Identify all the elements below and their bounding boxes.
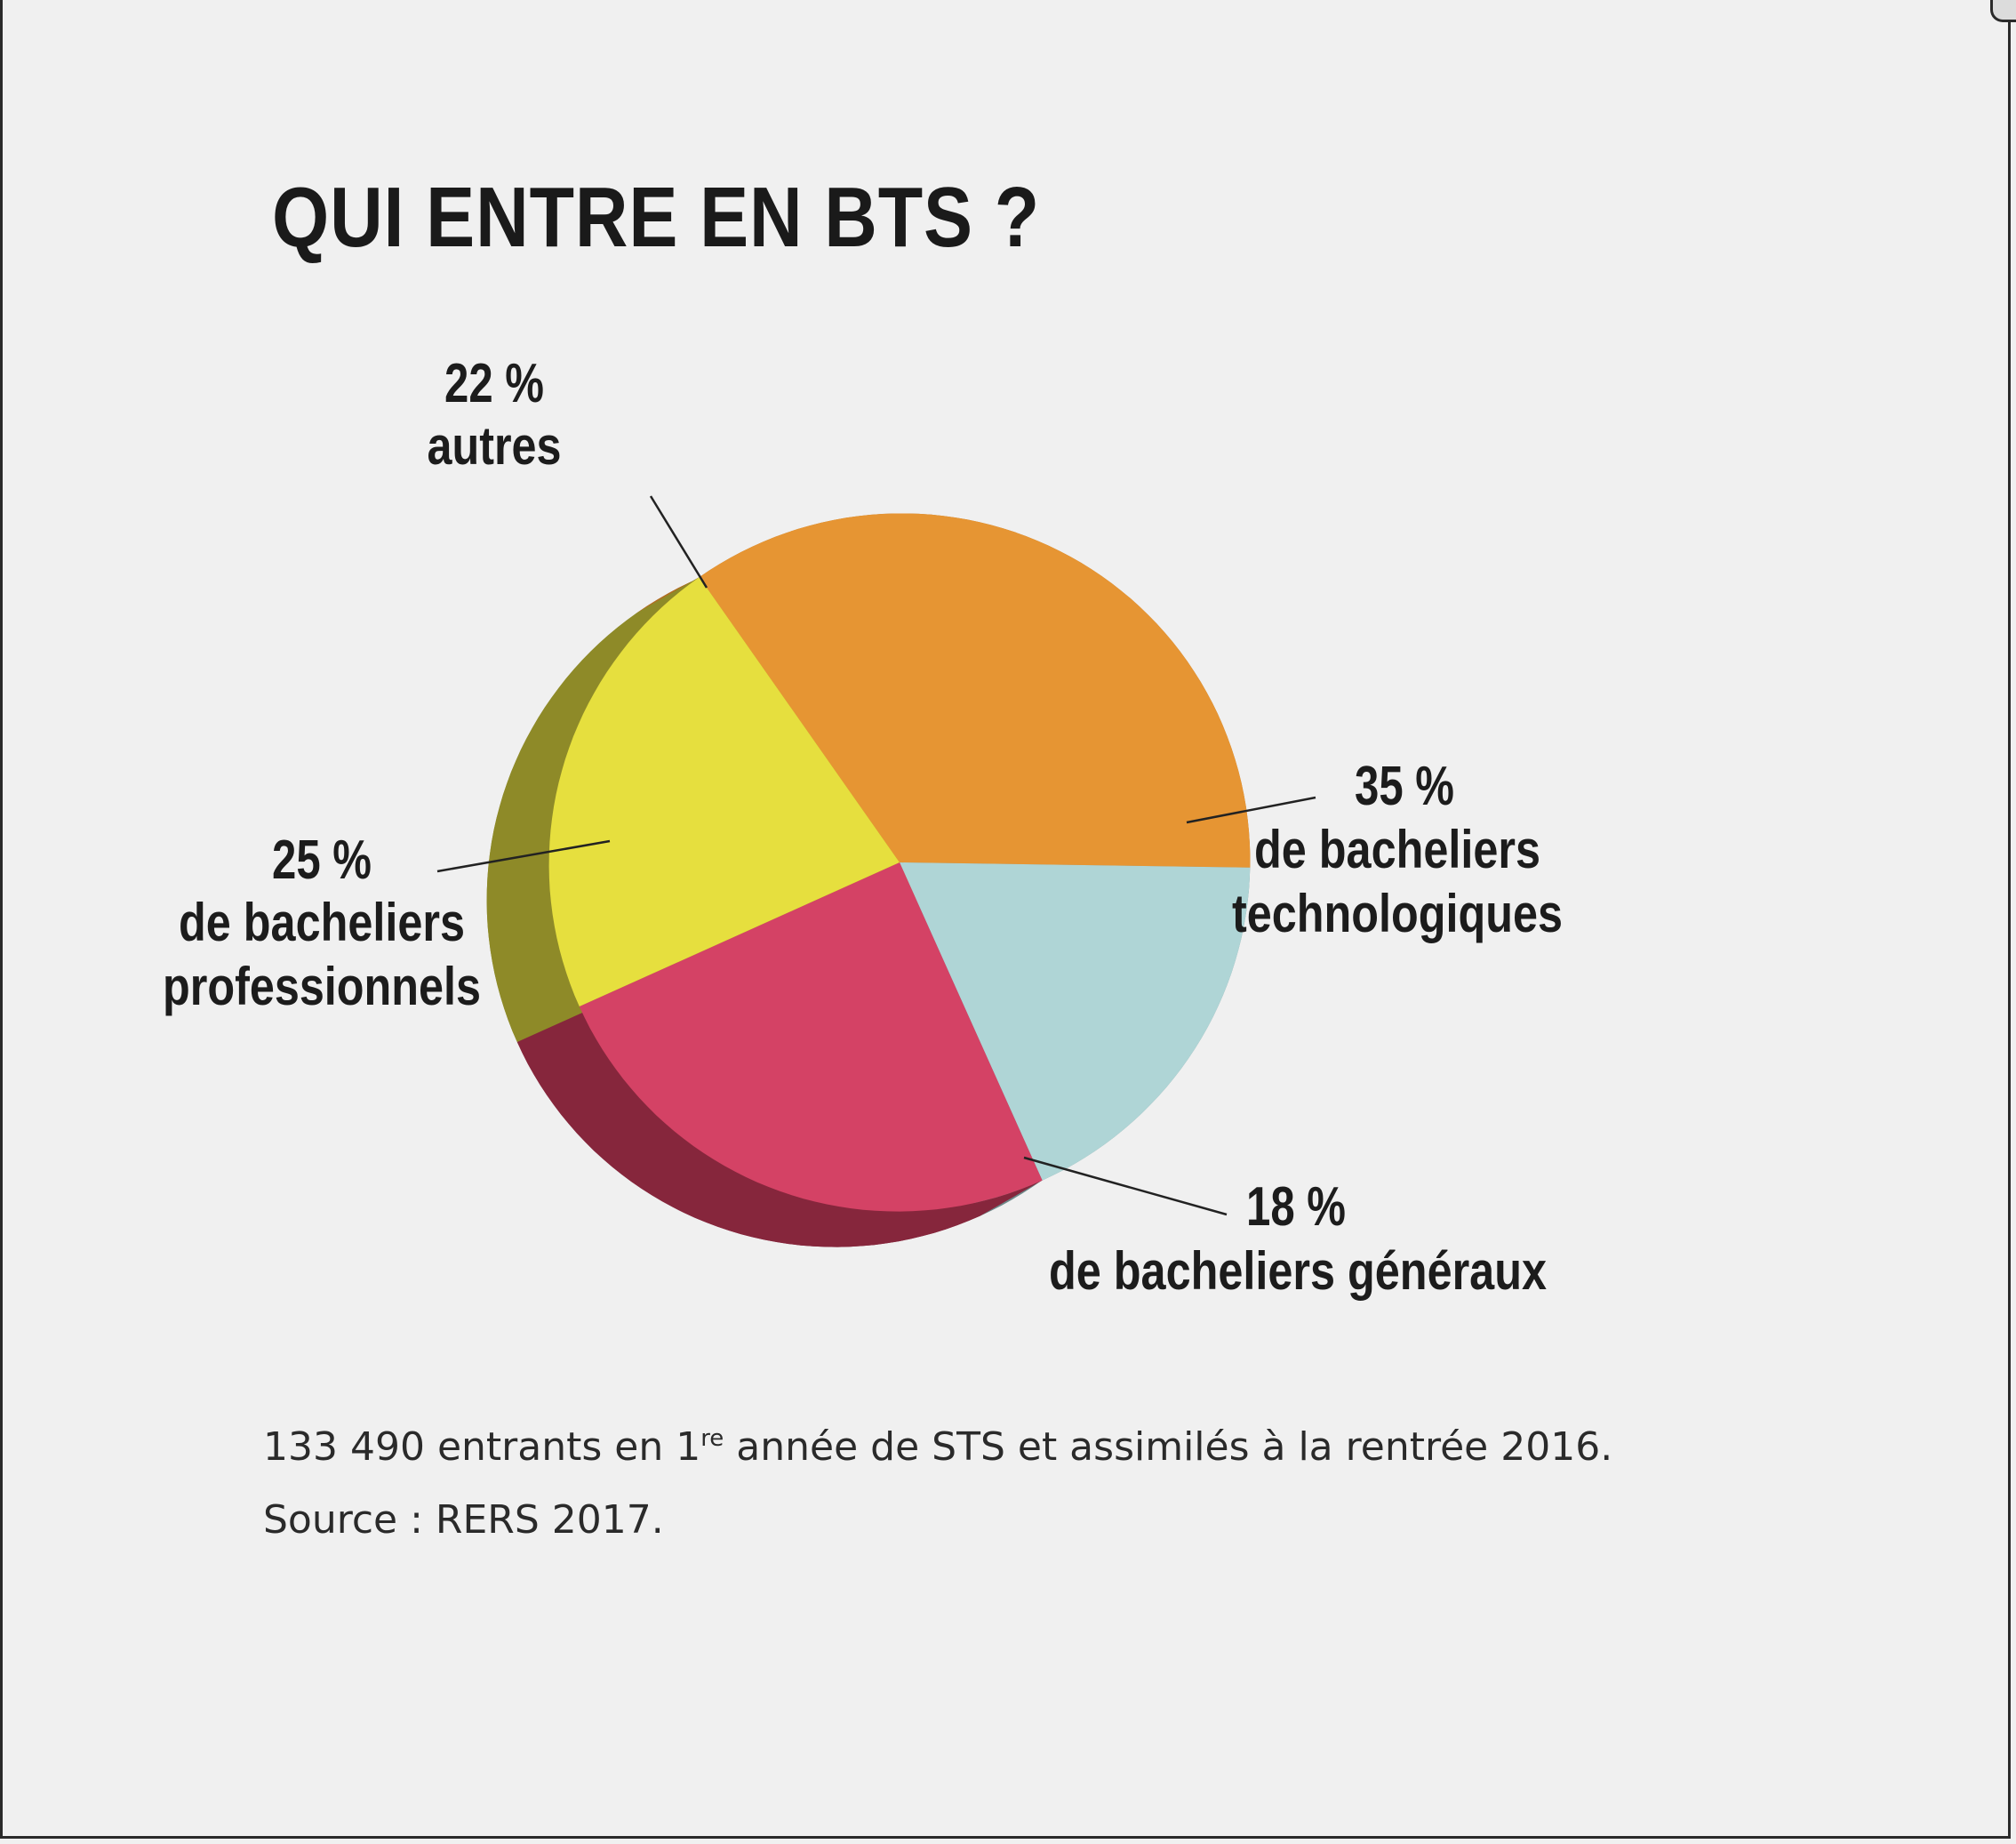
pie-top-group [548, 513, 1251, 1212]
slice-category-label: de bacheliers généraux [1049, 1241, 1547, 1301]
pie-slice [900, 862, 1251, 1181]
slice-percent-label: 35 % [1355, 756, 1454, 817]
slice-percent-label: 25 % [272, 830, 372, 891]
pie-slice [579, 862, 1043, 1212]
slice-category-label: autres [428, 416, 562, 476]
slice-category-label: de bacheliers [179, 893, 465, 952]
slice-percent-label: 18 % [1246, 1176, 1346, 1238]
window-corner-icon [1990, 0, 2016, 22]
pie-slice [699, 513, 1251, 868]
chart-title: QUI ENTRE EN BTS ? [272, 170, 1041, 265]
chart-source: Source : RERS 2017. [263, 1497, 664, 1543]
slice-category-label: technologiques [1232, 884, 1563, 943]
note-prefix: 133 490 entrants en 1 [263, 1424, 701, 1470]
slice-percent-label: 22 % [444, 353, 544, 414]
leader-line [1186, 796, 1316, 824]
leader-line [649, 495, 708, 589]
slice-category-label: de bacheliers [1254, 820, 1540, 879]
leader-line [436, 839, 611, 873]
note-superscript: re [700, 1425, 724, 1452]
note-suffix: année de STS et assimilés à la rentrée 2… [724, 1424, 1613, 1470]
chart-note: 133 490 entrants en 1re année de STS et … [263, 1424, 1612, 1470]
slice-category-label: professionnels [163, 957, 481, 1016]
leader-line [1023, 1156, 1228, 1216]
pie-slice [548, 577, 900, 1006]
